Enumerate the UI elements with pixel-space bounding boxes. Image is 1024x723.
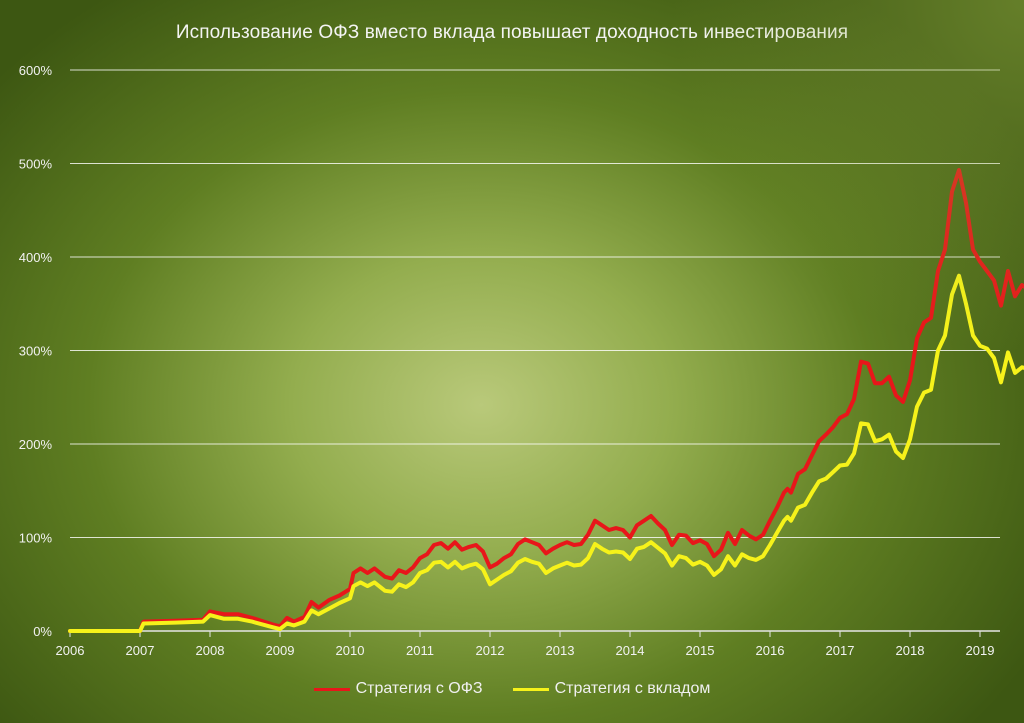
x-tick-label: 2010 xyxy=(336,643,365,658)
x-tick-label: 2018 xyxy=(896,643,925,658)
y-tick-label: 300% xyxy=(19,344,53,359)
series-line-deposit xyxy=(68,273,1024,633)
x-tick-label: 2008 xyxy=(196,643,225,658)
legend-swatch-ofz xyxy=(313,687,350,691)
x-tick-label: 2015 xyxy=(686,643,715,658)
series-line-ofz xyxy=(68,168,1024,633)
x-tick-label: 2006 xyxy=(56,643,85,658)
y-tick-label: 500% xyxy=(19,157,53,172)
x-tick-label: 2013 xyxy=(546,643,575,658)
x-tick-label: 2017 xyxy=(826,643,855,658)
legend-item-ofz: Стратегия с ОФЗ xyxy=(313,680,483,698)
y-tick-label: 100% xyxy=(19,531,53,546)
legend-label-deposit: Стратегия с вкладом xyxy=(554,680,711,697)
x-tick-label: 2014 xyxy=(616,643,645,658)
x-tick-label: 2007 xyxy=(126,643,155,658)
y-tick-label: 200% xyxy=(19,437,53,452)
x-tick-label: 2011 xyxy=(406,643,434,658)
x-tick-label: 2019 xyxy=(966,643,995,658)
y-tick-label: 400% xyxy=(19,250,53,265)
legend-item-deposit: Стратегия с вкладом xyxy=(512,680,711,698)
y-tick-label: 0% xyxy=(33,624,52,639)
chart-title: Использование ОФЗ вместо вклада повышает… xyxy=(175,22,849,43)
x-tick-label: 2012 xyxy=(476,643,505,658)
x-tick-label: 2009 xyxy=(266,643,295,658)
chart-legend: Стратегия с ОФЗ Стратегия с вкладом xyxy=(0,680,1024,698)
legend-label-ofz: Стратегия с ОФЗ xyxy=(355,680,483,697)
legend-swatch-deposit xyxy=(512,687,549,691)
y-tick-label: 600% xyxy=(19,63,53,78)
x-tick-label: 2016 xyxy=(756,643,785,658)
